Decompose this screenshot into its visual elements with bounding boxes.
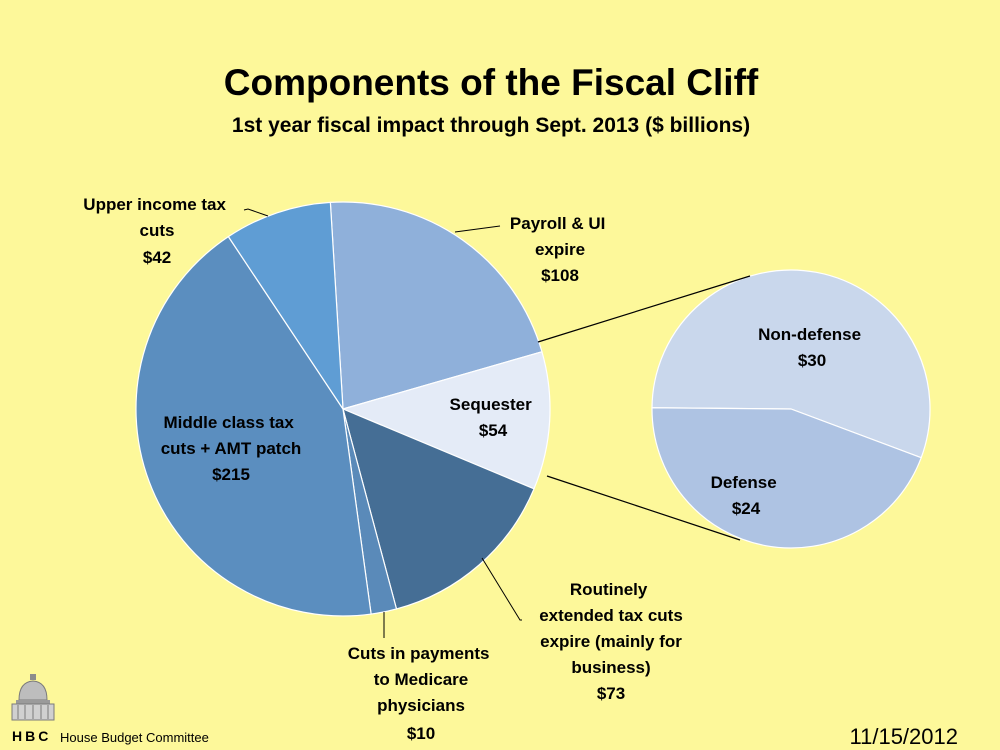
- leader-upper-income: [243, 208, 269, 217]
- main-pie: [135, 201, 551, 617]
- breakout-pie: [651, 269, 931, 549]
- label-sequester: Sequester $54: [450, 395, 537, 440]
- connector-bottom: [546, 475, 741, 541]
- main-slice-0: [329, 201, 543, 410]
- breakout-connectors: [537, 275, 751, 541]
- main-slice-5: [227, 201, 344, 412]
- label-upper-income: Upper income tax cuts $42: [83, 195, 230, 267]
- label-non-defense: Non-defense $30: [758, 325, 866, 370]
- label-routinely: Routinely extended tax cuts expire (mainl…: [539, 580, 683, 703]
- main-slice-2: [342, 407, 535, 610]
- main-slice-1: [341, 351, 551, 490]
- main-slice-4: [135, 235, 372, 617]
- leader-payroll: [454, 225, 501, 233]
- label-middle-class: Middle class tax cuts + AMT patch $215: [161, 413, 302, 484]
- breakout-slice-0: [651, 269, 931, 459]
- footer-abbreviation: HBC: [12, 728, 52, 744]
- breakout-slice-1: [651, 407, 922, 549]
- footer-org-name: House Budget Committee: [60, 730, 209, 745]
- chart-subtitle: 1st year fiscal impact through Sept. 201…: [231, 114, 751, 137]
- leader-lines: [243, 208, 522, 638]
- label-payroll: Payroll & UI expire $108: [510, 214, 610, 285]
- label-medicare: Cuts in payments to Medicare physicians $1…: [348, 644, 494, 743]
- leader-routinely: [481, 557, 522, 621]
- label-defense: Defense $24: [711, 473, 782, 518]
- capitol-logo-icon: [8, 672, 58, 724]
- chart-title: Components of the Fiscal Cliff: [223, 62, 759, 103]
- footer-date: 11/15/2012: [849, 724, 958, 749]
- connector-top: [537, 275, 751, 343]
